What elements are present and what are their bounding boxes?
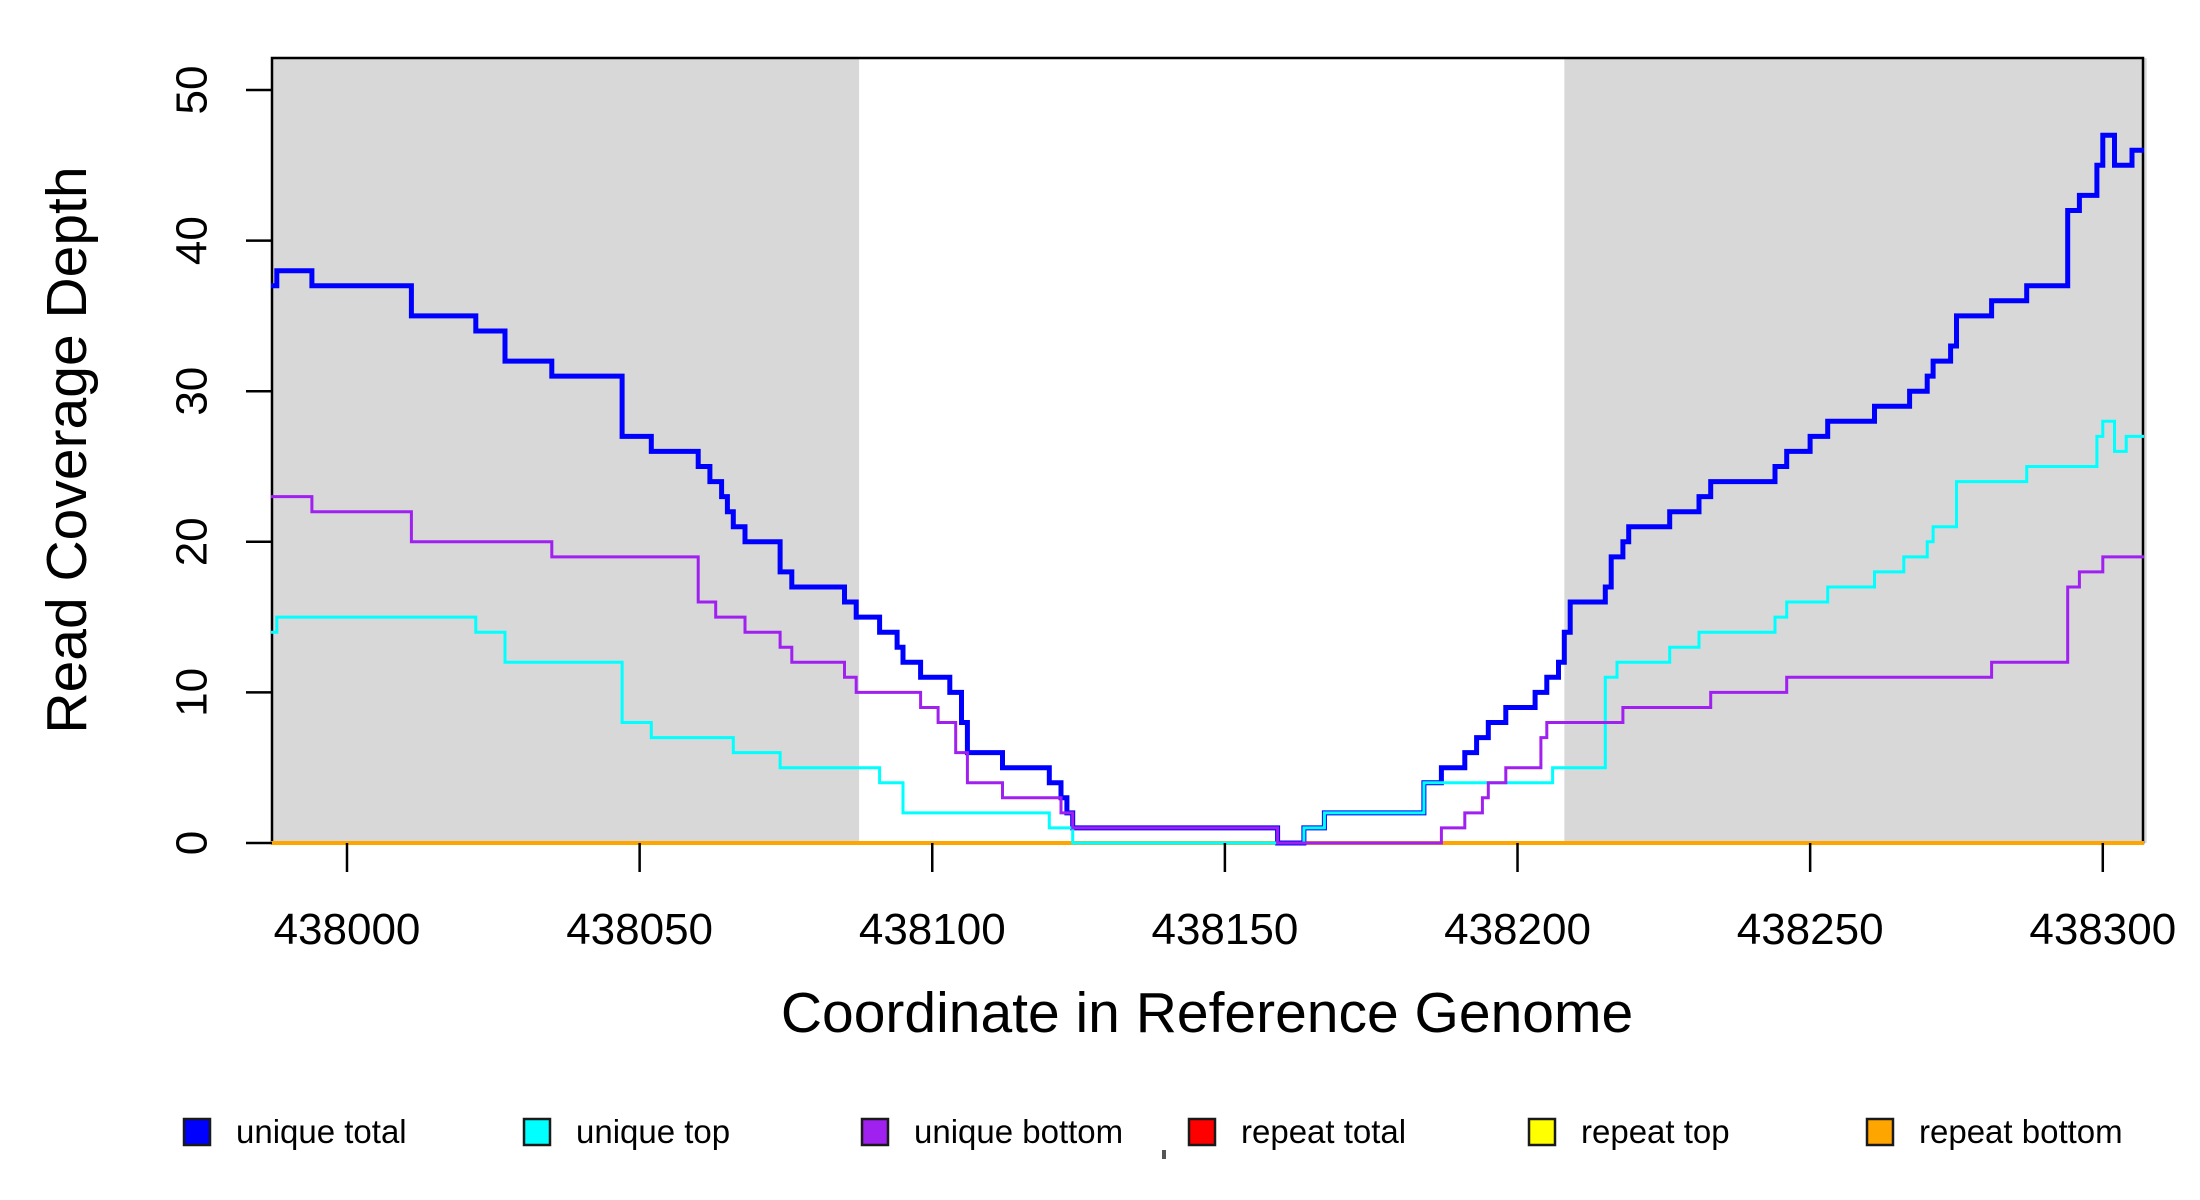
legend-label-repeat-total: repeat total bbox=[1241, 1113, 1406, 1150]
legend: unique total unique top unique bottom repea… bbox=[182, 1113, 2123, 1150]
x-tick-label: 438100 bbox=[859, 905, 1006, 954]
x-axis: 438000 438050 438100 438150 438200 438250 4383… bbox=[274, 843, 2176, 954]
y-tick-label: 0 bbox=[168, 831, 217, 855]
y-axis: 0 10 20 30 40 50 bbox=[168, 66, 272, 855]
legend-label-repeat-top: repeat top bbox=[1581, 1113, 1730, 1150]
y-tick-label: 10 bbox=[168, 668, 217, 717]
y-tick-label: 20 bbox=[168, 517, 217, 566]
legend-swatch-repeat-total bbox=[1187, 1117, 1217, 1147]
shaded-repeat-regions bbox=[270, 58, 2147, 843]
x-tick-label: 438150 bbox=[1151, 905, 1298, 954]
legend-label-unique-top: unique top bbox=[576, 1113, 730, 1150]
x-tick-label: 438300 bbox=[2029, 905, 2176, 954]
x-axis-title: Coordinate in Reference Genome bbox=[781, 981, 1633, 1045]
right-gray-region bbox=[1564, 58, 2147, 843]
legend-swatch-repeat-bottom bbox=[1865, 1117, 1895, 1147]
y-tick-label: 40 bbox=[168, 216, 217, 265]
y-axis-title: Read Coverage Depth bbox=[35, 166, 99, 733]
x-tick-label: 438200 bbox=[1444, 905, 1591, 954]
legend-swatch-repeat-top bbox=[1527, 1117, 1557, 1147]
x-tick-label: 438250 bbox=[1737, 905, 1884, 954]
y-tick-label: 50 bbox=[168, 66, 217, 115]
stray-mark bbox=[1162, 1150, 1166, 1159]
series-unique-total bbox=[271, 132, 2144, 846]
legend-swatch-unique-total bbox=[182, 1117, 212, 1147]
series-unique-bottom bbox=[271, 495, 2144, 845]
legend-label-repeat-bottom: repeat bottom bbox=[1919, 1113, 2123, 1150]
legend-label-unique-bottom: unique bottom bbox=[914, 1113, 1123, 1150]
series-unique-top bbox=[271, 419, 2144, 845]
legend-swatch-unique-top bbox=[522, 1117, 552, 1147]
series-lines bbox=[271, 132, 2144, 846]
legend-label-unique-total: unique total bbox=[236, 1113, 407, 1150]
y-tick-label: 30 bbox=[168, 367, 217, 416]
x-tick-label: 438050 bbox=[566, 905, 713, 954]
legend-swatch-unique-bottom bbox=[860, 1117, 890, 1147]
x-tick-label: 438000 bbox=[274, 905, 421, 954]
left-gray-region bbox=[270, 58, 860, 843]
